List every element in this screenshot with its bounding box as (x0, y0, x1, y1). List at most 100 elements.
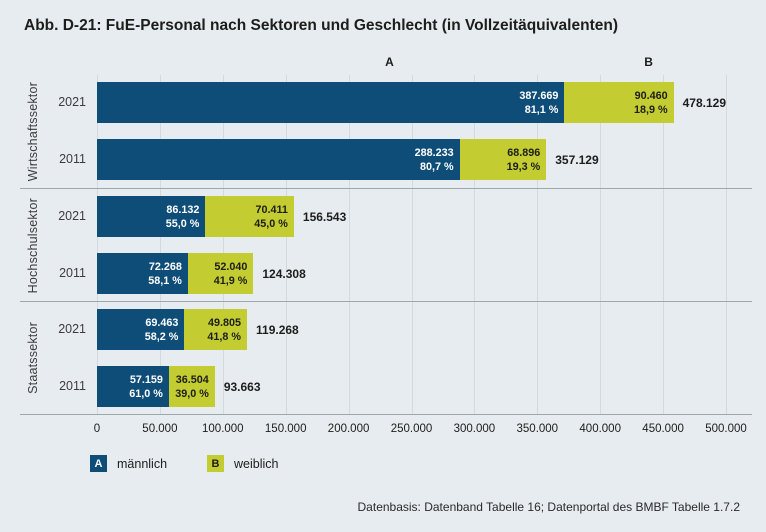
male-pct: 61,0 % (129, 387, 163, 400)
male-pct: 80,7 % (419, 160, 454, 173)
female-pct: 41,9 % (213, 274, 248, 287)
gridline (726, 75, 727, 416)
female-pct: 19,3 % (506, 160, 541, 173)
female-pct: 39,0 % (175, 387, 209, 400)
legend-item-female: B weiblich (207, 455, 279, 473)
legend-label-male: männlich (117, 456, 168, 471)
gridline (474, 75, 476, 416)
sector-label: Staatssektor (26, 322, 40, 395)
x-tick: 100.000 (202, 423, 244, 436)
female-segment: 52.040 41,9 % (187, 253, 254, 295)
female-segment: 49.805 41,8 % (184, 309, 248, 351)
x-tick: 350.000 (516, 423, 559, 436)
sector-label: Hochschulsektor (26, 197, 40, 293)
bar-track: 387.669 81,1 % 90.460 18,9 % 478.129 (97, 82, 726, 123)
total-label: 124.308 (262, 266, 306, 281)
series-a-header: A (385, 55, 394, 69)
male-segment: 57.159 61,0 % (97, 366, 169, 408)
year-label: 2021 (58, 209, 86, 224)
bar-track: 57.159 61,0 % 36.504 39,0 % 93.663 (97, 366, 726, 408)
female-value: 90.460 (634, 89, 668, 102)
male-value: 86.132 (166, 203, 200, 216)
male-segment: 72.268 58,1 % (97, 253, 188, 295)
total-label: 93.663 (223, 379, 261, 394)
gridline (537, 75, 539, 416)
series-header-row: A B (97, 55, 726, 75)
bar-row: 2021 387.669 81,1 % 90.460 18,9 % 478.12… (46, 82, 752, 123)
sector-label: Wirtschaftssektor (26, 82, 40, 182)
x-tick: 500.000 (705, 423, 747, 436)
bar-track: 86.132 55,0 % 70.411 45,0 % 156.543 (97, 196, 726, 238)
x-tick: 400.000 (579, 423, 621, 436)
figure-title: Abb. D-21: FuE-Personal nach Sektoren un… (24, 17, 618, 34)
female-value: 70.411 (255, 203, 288, 216)
total-label: 119.268 (256, 322, 299, 337)
gridlines (97, 75, 727, 416)
male-value: 57.159 (129, 373, 163, 386)
group-hochschulsektor: Hochschulsektor 2021 86.132 55,0 % 70.41… (20, 189, 752, 303)
female-pct: 45,0 % (254, 217, 288, 230)
male-pct: 55,0 % (165, 217, 200, 230)
x-tick: 50.000 (142, 423, 178, 436)
gridline (663, 75, 665, 416)
total-label: 478.129 (682, 95, 726, 110)
male-value: 69.463 (145, 316, 179, 329)
group-wirtschaftssektor: Wirtschaftssektor 2021 387.669 81,1 % 90… (20, 75, 752, 190)
male-segment: 69.463 58,2 % (97, 309, 185, 351)
x-axis-ticks: 0 50.000 100.000 150.000 200.000 250.000 300.0… (93, 415, 747, 443)
female-segment: 68.896 19,3 % (459, 139, 547, 180)
bar-row: 2011 57.159 61,0 % 36.504 39,0 % 93.663 (46, 366, 752, 408)
gridline (222, 75, 224, 416)
male-pct: 81,1 % (524, 103, 559, 116)
footer-source: Datenbasis: Datenband Tabelle 16; Datenp… (357, 500, 740, 514)
bar-row: 2021 69.463 58,2 % 49.805 41,8 % 119.268 (46, 309, 752, 351)
gridline (159, 75, 161, 416)
sector-label-col: Wirtschaftssektor (20, 82, 46, 181)
legend-swatch-male: A (90, 455, 107, 473)
bar-track: 72.268 58,1 % 52.040 41,9 % 124.308 (97, 253, 726, 295)
bar-row: 2011 288.233 80,7 % 68.896 19,3 % 357.12… (46, 139, 752, 180)
legend-swatch-female: B (207, 455, 225, 473)
legend-item-male: A männlich (90, 455, 168, 473)
legend: A männlich B weiblich (90, 455, 766, 473)
male-segment: 288.233 80,7 % (97, 139, 460, 180)
gridline (600, 75, 602, 416)
female-value: 36.504 (175, 373, 209, 386)
female-pct: 18,9 % (633, 103, 668, 116)
year-label: 2011 (59, 379, 86, 394)
gridline (348, 75, 350, 416)
group-staatssektor: Staatssektor 2021 69.463 58,2 % 49.805 4… (20, 302, 752, 416)
x-tick: 200.000 (327, 423, 370, 436)
female-value: 49.805 (207, 316, 242, 329)
year-label: 2011 (59, 152, 86, 166)
female-value: 68.896 (507, 146, 541, 159)
male-value: 72.268 (148, 260, 182, 273)
gridline (97, 75, 98, 416)
gridline (411, 75, 413, 416)
male-pct: 58,1 % (148, 274, 182, 287)
x-tick: 0 (93, 423, 101, 436)
total-label: 156.543 (302, 209, 347, 224)
plot-area: Wirtschaftssektor 2021 387.669 81,1 % 90… (20, 75, 752, 416)
x-tick: 450.000 (642, 423, 684, 436)
total-label: 357.129 (555, 152, 599, 167)
male-value: 288.233 (414, 146, 454, 159)
legend-label-female: weiblich (234, 456, 279, 471)
bar-row: 2021 86.132 55,0 % 70.411 45,0 % 156.543 (46, 196, 752, 238)
year-label: 2011 (59, 266, 86, 281)
male-pct: 58,2 % (144, 330, 179, 343)
male-segment: 86.132 55,0 % (97, 196, 206, 238)
female-segment: 90.460 18,9 % (564, 82, 674, 123)
female-segment: 70.411 45,0 % (205, 196, 294, 238)
male-segment: 387.669 81,1 % (97, 82, 565, 123)
x-tick: 250.000 (390, 423, 433, 436)
series-b-header: B (644, 55, 653, 69)
male-value: 387.669 (519, 89, 559, 102)
year-label: 2021 (58, 322, 86, 337)
bar-track: 288.233 80,7 % 68.896 19,3 % 357.129 (97, 139, 726, 180)
x-tick: 300.000 (453, 423, 496, 436)
gridline (285, 75, 287, 416)
bar-row: 2011 72.268 58,1 % 52.040 41,9 % 124.308 (46, 253, 752, 295)
female-segment: 36.504 39,0 % (168, 366, 215, 408)
